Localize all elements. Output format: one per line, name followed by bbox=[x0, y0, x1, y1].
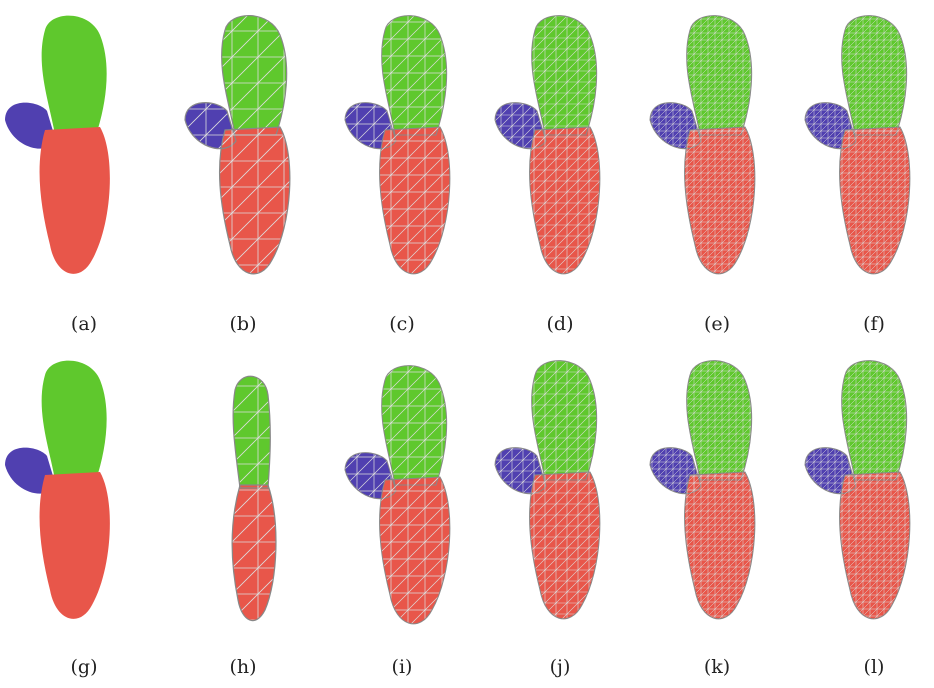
panel-label: (f) bbox=[863, 313, 885, 335]
panel-label: (a) bbox=[71, 313, 97, 335]
panel-label: (i) bbox=[392, 656, 413, 678]
panel-label: (k) bbox=[704, 656, 730, 678]
panel-label: (b) bbox=[230, 313, 257, 335]
panel-label: (d) bbox=[547, 313, 574, 335]
panel-label: (h) bbox=[229, 656, 256, 678]
panel-label: (l) bbox=[864, 656, 885, 678]
figure: (a) (b) (c) (d) (e) (f) (g) (h) (i) (j) … bbox=[0, 0, 934, 688]
panels bbox=[5, 16, 910, 624]
panel-label: (j) bbox=[550, 656, 571, 678]
labels: (a) (b) (c) (d) (e) (f) (g) (h) (i) (j) … bbox=[71, 313, 885, 678]
panel-label: (g) bbox=[71, 656, 98, 678]
panel-label: (e) bbox=[704, 313, 730, 335]
panel-label: (c) bbox=[389, 313, 414, 335]
